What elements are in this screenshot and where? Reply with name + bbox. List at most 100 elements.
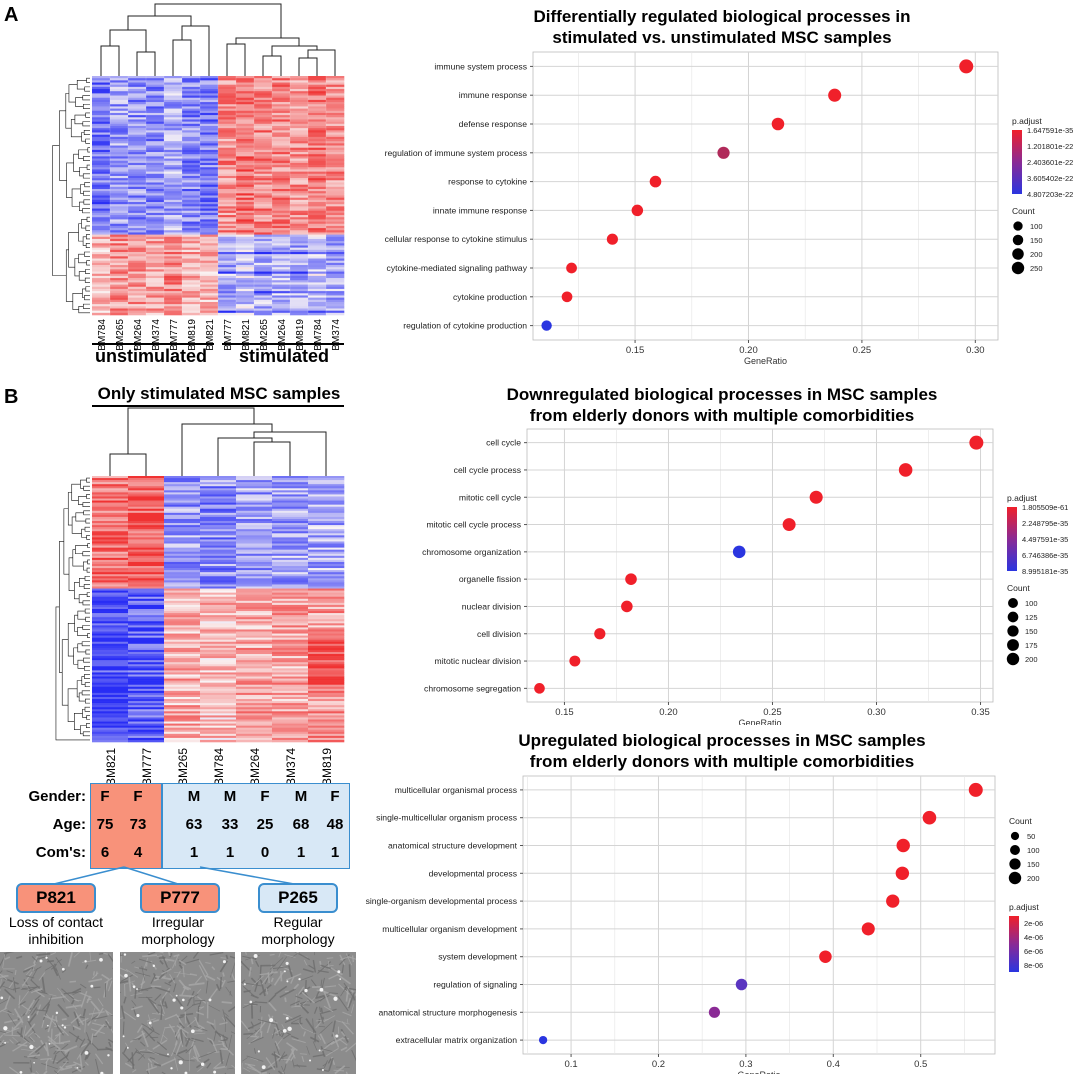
heat-cell [308,570,345,573]
heat-cell [164,173,183,177]
heat-cell [236,288,255,292]
heat-cell [182,195,201,198]
heat-cell [164,308,183,311]
heat-cell [200,484,237,487]
heat-cell [128,106,147,109]
color-legend-label: 3.605402e-22 [1027,174,1073,183]
heat-cell [146,197,165,201]
heat-cell [92,199,111,203]
heat-cell [128,633,165,636]
heat-cell [200,537,237,540]
heat-cell [128,590,165,593]
heat-cell [164,574,201,577]
heat-cell [200,199,219,203]
heat-cell [308,717,345,720]
heat-cell [200,286,219,290]
heat-cell [308,641,345,645]
heat-cell [200,488,237,491]
heat-cell [308,639,345,643]
heat-cell [272,173,291,177]
heat-cell [128,236,147,240]
heat-cell [236,223,255,227]
heat-cell [128,193,147,196]
heat-cell [236,286,255,290]
heat-cell [200,662,237,665]
heat-cell [272,99,291,103]
heat-cell [272,723,309,726]
heat-cell [200,249,219,253]
heat-cell [200,95,219,99]
heat-cell [254,297,273,301]
heat-cell [272,539,309,542]
heat-cell [326,293,345,296]
heat-cell [164,297,183,301]
heat-cell [272,701,309,704]
heat-cell [164,553,201,557]
heat-cell [290,278,309,281]
heat-cell [326,89,345,92]
heat-cell [92,243,111,246]
heat-cell [128,672,165,675]
heat-cell [326,230,345,233]
heat-cell [254,280,273,283]
heat-cell [92,609,129,612]
heat-cell [128,541,165,544]
heat-cell [146,267,165,270]
heat-cell [272,615,309,618]
heat-cell [236,563,273,567]
heat-cell [164,245,183,248]
heat-cell [236,99,255,103]
heat-cell [218,152,237,155]
heat-cell [236,178,255,181]
heat-cell [110,206,129,209]
heat-cell [272,202,291,205]
heat-cell [110,97,129,101]
heat-cell [290,102,309,105]
heat-cell [236,721,273,724]
heat-cell [182,223,201,227]
heat-cell [308,267,327,270]
heat-cell [254,260,273,264]
heat-cell [236,490,273,493]
heat-cell [308,633,345,636]
heat-cell [218,301,237,305]
heat-cell [290,139,309,142]
heat-cell [308,629,345,632]
heat-cell [308,533,345,536]
heat-cell [200,204,219,207]
heat-cell [272,570,309,573]
heat-cell [164,282,183,285]
heat-cell [200,576,237,579]
heat-cell [110,243,129,246]
heat-cell [308,527,345,530]
heat-cell [236,158,255,162]
heat-cell [128,191,147,194]
heat-cell [308,705,345,708]
heat-cell [290,182,309,185]
heat-cell [308,99,327,103]
heat-cell [110,269,129,272]
category-label: mitotic cell cycle process [426,520,521,530]
heat-cell [254,275,273,279]
heat-cell [236,674,273,677]
heat-cell [182,215,201,218]
heat-cell [128,119,147,122]
heat-cell [254,310,273,314]
heat-cell [308,631,345,634]
heat-cell [272,215,291,218]
heat-cell [128,688,165,692]
heat-cell [290,121,309,125]
heat-cell [128,555,165,559]
size-legend-label: 100 [1025,599,1038,608]
heat-cell [110,149,129,153]
heat-cell [164,178,183,181]
heat-cell [200,551,237,555]
heat-cell [272,541,309,544]
heat-cell [200,629,237,632]
heat-cell [272,635,309,638]
heat-cell [200,180,219,183]
heat-cell [272,602,309,606]
heat-cell [236,678,273,681]
heat-cell [92,729,129,733]
heat-cell [164,684,201,688]
